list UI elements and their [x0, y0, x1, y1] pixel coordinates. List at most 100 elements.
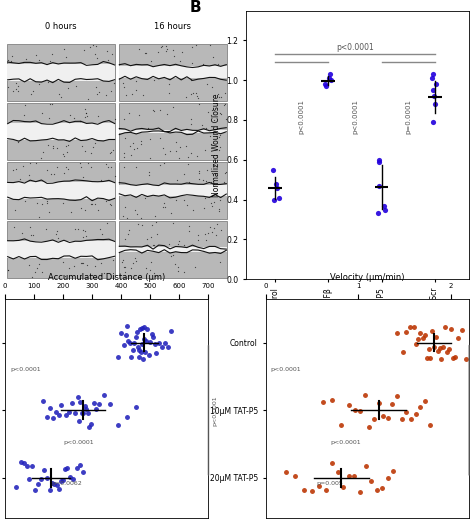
Point	[176, 57, 184, 65]
Point	[204, 108, 212, 116]
Point	[152, 272, 159, 280]
Point	[169, 251, 177, 260]
Point	[53, 226, 61, 235]
Point	[178, 48, 185, 57]
Point	[375, 158, 383, 166]
Point	[187, 115, 195, 124]
Point	[10, 223, 18, 232]
Text: p=0.005: p=0.005	[317, 481, 343, 486]
Point	[80, 408, 87, 417]
Point	[144, 124, 151, 133]
Point	[187, 90, 194, 98]
Point	[75, 417, 83, 425]
Point	[222, 168, 229, 176]
Point	[74, 225, 82, 233]
Point	[119, 79, 127, 87]
Point	[49, 414, 56, 422]
Point	[45, 114, 52, 123]
Point	[49, 141, 57, 150]
Text: p<0.0001: p<0.0001	[10, 367, 41, 372]
Point	[62, 53, 69, 61]
Point	[69, 475, 77, 484]
Point	[121, 115, 128, 124]
Point	[462, 355, 469, 363]
Point	[127, 264, 134, 272]
Point	[208, 199, 215, 208]
Point	[308, 487, 316, 496]
Point	[120, 149, 128, 158]
Point	[427, 421, 434, 429]
Point	[122, 331, 129, 339]
Point	[212, 231, 220, 240]
Point	[120, 341, 128, 349]
Point	[106, 400, 113, 408]
Point	[162, 41, 170, 50]
Point	[146, 338, 154, 346]
Point	[148, 330, 155, 339]
Point	[121, 203, 128, 211]
Point	[9, 87, 17, 95]
Point	[28, 272, 36, 281]
Point	[77, 271, 85, 279]
Bar	[118, 221, 227, 278]
Point	[78, 142, 86, 150]
Point	[143, 235, 151, 243]
Point	[92, 83, 100, 91]
Bar	[7, 162, 115, 218]
Point	[164, 110, 171, 118]
Point	[32, 51, 40, 59]
Point	[221, 99, 229, 108]
Point	[165, 240, 173, 248]
Point	[77, 204, 85, 213]
Point	[104, 56, 112, 64]
Point	[184, 160, 192, 168]
Text: p<0.0001: p<0.0001	[213, 395, 218, 425]
Bar	[8, 123, 115, 140]
Point	[334, 468, 342, 476]
Point	[432, 332, 440, 341]
Point	[381, 205, 389, 214]
Point	[148, 258, 155, 266]
Point	[43, 412, 51, 421]
Point	[55, 411, 63, 419]
Point	[158, 43, 165, 51]
Point	[38, 109, 46, 117]
Point	[135, 220, 142, 229]
Point	[430, 92, 438, 101]
Point	[123, 413, 131, 421]
Point	[79, 259, 87, 267]
Point	[429, 118, 437, 126]
Bar	[7, 103, 115, 160]
Bar	[119, 130, 227, 133]
Point	[26, 475, 33, 483]
Point	[173, 138, 180, 147]
Point	[216, 142, 223, 151]
Point	[151, 212, 158, 220]
Point	[64, 165, 72, 174]
Point	[4, 266, 11, 274]
Point	[445, 344, 453, 353]
Point	[379, 412, 387, 421]
Point	[428, 74, 436, 83]
Point	[214, 60, 221, 68]
Point	[119, 256, 127, 264]
Point	[94, 205, 102, 214]
Point	[46, 404, 54, 412]
Point	[154, 48, 162, 57]
Point	[52, 408, 59, 416]
Point	[215, 207, 223, 215]
Point	[187, 120, 194, 128]
Point	[164, 45, 171, 53]
Point	[429, 70, 437, 78]
Point	[91, 50, 99, 59]
Point	[124, 214, 131, 222]
Point	[149, 241, 156, 249]
Point	[427, 353, 434, 362]
Point	[384, 414, 392, 422]
Point	[78, 259, 85, 267]
Text: p<0.0001: p<0.0001	[270, 367, 301, 372]
Point	[150, 241, 158, 249]
Point	[76, 117, 83, 125]
Point	[402, 327, 410, 336]
Point	[185, 178, 192, 187]
